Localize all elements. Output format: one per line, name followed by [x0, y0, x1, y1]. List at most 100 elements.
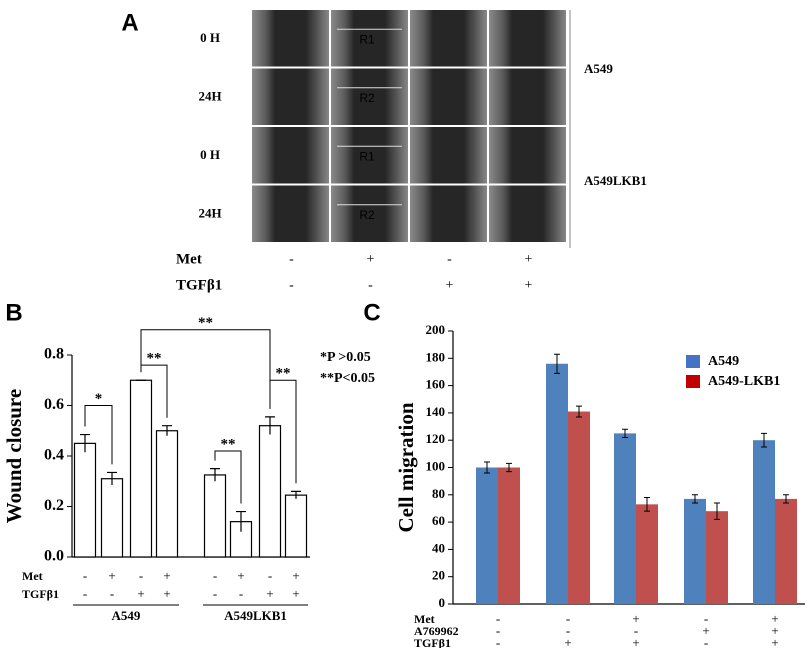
y-axis-label: Wound closure: [2, 389, 26, 523]
treatment-sign: +: [292, 568, 299, 583]
error-bar: [506, 462, 512, 473]
cell-line-label: A549LKB1: [584, 173, 647, 188]
bar: [129, 379, 153, 558]
significance-label: **: [198, 315, 213, 331]
treatment-name: Met: [176, 251, 202, 267]
treatment-sign: -: [496, 611, 500, 626]
treatment-sign: -: [213, 568, 217, 583]
treatment-sign: +: [163, 586, 170, 601]
micrograph: [489, 10, 566, 67]
bar: [498, 467, 520, 604]
bar: [614, 433, 636, 604]
row-label: 0 H: [200, 147, 220, 162]
error-bar: [236, 510, 246, 532]
legend-swatch: [686, 375, 700, 388]
treatment-sign: +: [771, 623, 778, 638]
bar: [284, 494, 308, 558]
y-axis-label: Cell migration: [394, 402, 418, 532]
bar: [636, 504, 658, 604]
micrograph: [489, 68, 566, 125]
y-tick-label: 200: [426, 322, 446, 337]
significance-bracket: [140, 329, 271, 409]
note: **P<0.05: [320, 371, 375, 386]
region-label: R2: [359, 208, 375, 222]
y-tick-label: 120: [426, 431, 446, 446]
y-tick-label: 0: [439, 595, 446, 610]
error-bar: [644, 497, 650, 512]
treatment-sign: -: [566, 611, 570, 626]
significance-bracket: [214, 450, 242, 504]
bar: [203, 474, 227, 558]
treatment-sign: -: [239, 586, 243, 601]
treatment-sign: +: [292, 586, 299, 601]
treatment-sign: -: [268, 568, 272, 583]
micrograph: [331, 68, 408, 125]
micrograph: [252, 127, 329, 184]
cell-line-label: A549: [584, 61, 613, 76]
micrograph: [410, 68, 487, 125]
treatment-sign: +: [702, 623, 709, 638]
region-label: R1: [359, 149, 375, 163]
treatment-sign: -: [289, 278, 294, 293]
treatment-sign: -: [566, 623, 570, 638]
micrograph: [331, 127, 408, 184]
treatment-name: A769962: [414, 624, 459, 638]
y-tick-label: 0.0: [44, 548, 64, 565]
bar: [775, 498, 797, 604]
significance-label: **: [221, 436, 236, 452]
error-bar: [622, 428, 628, 438]
treatment-name: TGFβ1: [176, 277, 222, 293]
treatment-sign: +: [163, 568, 170, 583]
bar: [546, 363, 568, 604]
y-tick-label: 0.6: [44, 396, 64, 413]
treatment-sign: +: [771, 635, 778, 648]
micrograph: [331, 185, 408, 242]
treatment-sign: -: [634, 623, 638, 638]
micrograph: [252, 185, 329, 242]
legend-label: A549-LKB1: [708, 374, 780, 389]
region-label: R1: [359, 32, 375, 46]
error-bar: [484, 461, 490, 474]
treatment-sign: -: [368, 278, 373, 293]
error-bar: [80, 433, 90, 453]
treatment-sign: -: [496, 635, 500, 648]
treatment-sign: +: [525, 252, 533, 267]
micrograph: [252, 68, 329, 125]
treatment-sign: -: [289, 252, 294, 267]
treatment-sign: +: [525, 278, 533, 293]
error-bar: [714, 502, 720, 520]
y-tick-label: 0.8: [44, 346, 64, 363]
bar: [706, 511, 728, 604]
treatment-name: Met: [414, 612, 435, 626]
error-bar: [554, 353, 560, 374]
significance-label: **: [276, 366, 291, 382]
treatment-sign: +: [266, 586, 273, 601]
treatment-sign: -: [213, 586, 217, 601]
error-bar: [576, 405, 582, 418]
treatment-sign: +: [108, 568, 115, 583]
error-bar: [265, 416, 275, 435]
micrograph: [252, 10, 329, 67]
y-tick-label: 140: [426, 404, 446, 419]
micrograph: [331, 10, 408, 67]
y-tick-label: 180: [426, 349, 446, 364]
error-bar: [692, 494, 698, 504]
treatment-sign: -: [447, 252, 452, 267]
bar: [155, 430, 179, 558]
y-tick-label: 100: [426, 458, 446, 473]
treatment-sign: -: [110, 586, 114, 601]
group-label: A549LKB1: [224, 608, 287, 623]
treatment-name: Met: [22, 569, 43, 583]
treatment-sign: -: [704, 635, 708, 648]
treatment-sign: -: [496, 623, 500, 638]
micrograph: [410, 10, 487, 67]
treatment-sign: +: [367, 252, 375, 267]
error-bar: [783, 494, 789, 504]
micrograph: [489, 185, 566, 242]
treatment-sign: +: [771, 611, 778, 626]
significance-label: **: [147, 351, 162, 367]
treatment-name: TGFβ1: [414, 636, 451, 648]
row-label: 24H: [198, 206, 221, 221]
treatment-sign: +: [632, 611, 639, 626]
